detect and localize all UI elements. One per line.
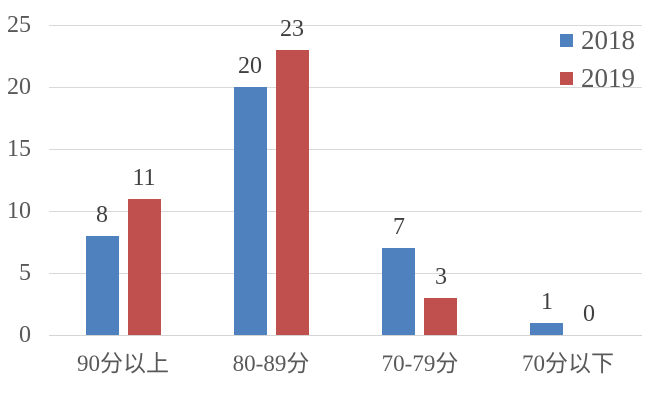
y-axis-tick-label: 5	[19, 260, 31, 286]
y-axis-tick-label: 20	[7, 74, 31, 100]
bar-value-label: 8	[96, 202, 108, 228]
legend-label-2018: 2018	[581, 25, 635, 55]
x-axis-category-label: 90分以上	[77, 351, 169, 376]
bar-2018-1	[86, 236, 119, 335]
bar-2018-4	[530, 323, 563, 335]
bar-2018-2	[234, 87, 267, 335]
bar-2019-3	[424, 298, 457, 335]
gridline	[49, 273, 642, 274]
x-axis-category-label: 80-89分	[232, 351, 310, 376]
bar-value-label: 20	[238, 53, 262, 79]
y-axis-tick-label: 0	[19, 322, 31, 348]
x-axis-category-label: 70分以下	[522, 351, 614, 376]
legend-swatch-icon-2018	[560, 33, 573, 47]
bar-value-label: 11	[132, 165, 156, 191]
bar-2019-1	[128, 199, 161, 335]
y-axis-tick-label: 25	[7, 12, 31, 38]
gridline	[49, 149, 642, 150]
legend-item-2019: 2019	[560, 59, 635, 97]
legend-swatch-icon-2019	[560, 71, 573, 85]
legend-label-2019: 2019	[581, 63, 635, 93]
x-axis-category-label: 70-79分	[381, 351, 459, 376]
legend: 2018 2019	[560, 21, 635, 97]
bar-value-label: 0	[583, 301, 595, 327]
bar-2019-2	[276, 50, 309, 335]
gridline	[49, 211, 642, 212]
bar-value-label: 1	[541, 289, 553, 315]
gridline	[49, 87, 642, 88]
y-axis-tick-label: 10	[7, 198, 31, 224]
bar-value-label: 7	[393, 214, 405, 240]
x-axis-line	[49, 335, 642, 336]
bar-value-label: 23	[280, 16, 304, 42]
y-axis-tick-label: 15	[7, 136, 31, 162]
bar-value-label: 3	[435, 264, 447, 290]
legend-item-2018: 2018	[560, 21, 635, 59]
bar-2018-3	[382, 248, 415, 335]
gridline	[49, 25, 642, 26]
